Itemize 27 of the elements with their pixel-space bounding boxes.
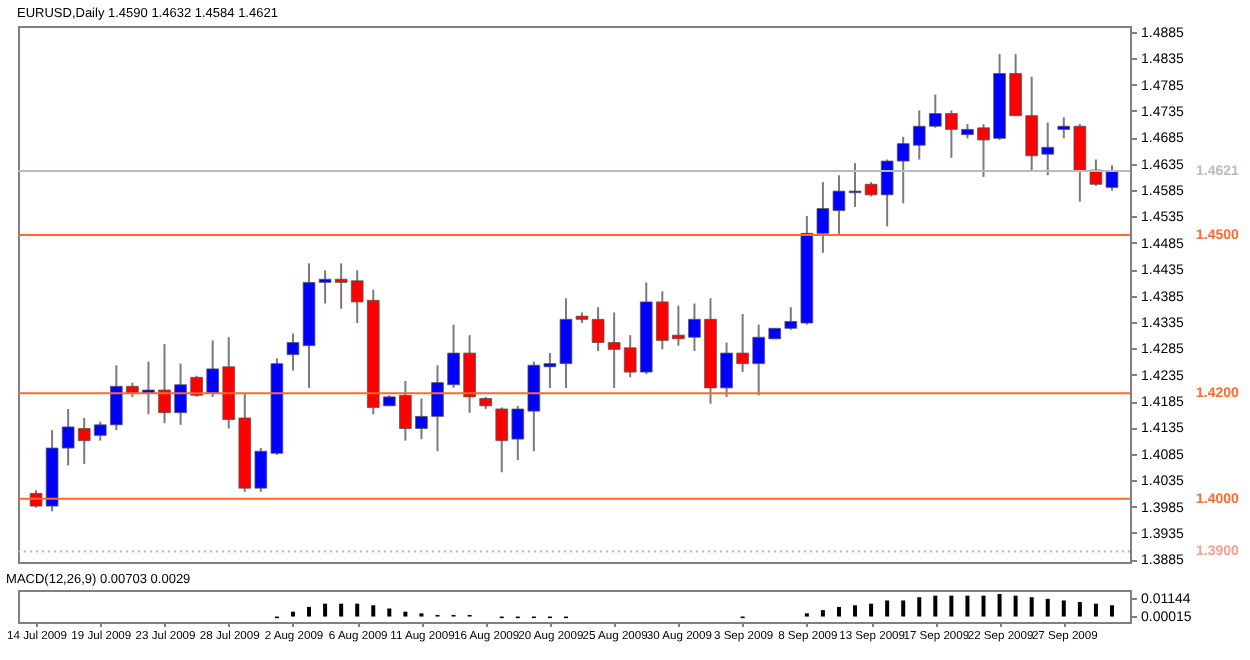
bar bbox=[1093, 603, 1098, 617]
bar bbox=[1061, 600, 1066, 617]
bar bbox=[997, 594, 1002, 617]
bar bbox=[1013, 595, 1018, 617]
bar bbox=[965, 595, 970, 617]
bar bbox=[853, 605, 858, 617]
bar bbox=[339, 603, 344, 617]
bar bbox=[355, 603, 360, 617]
bar bbox=[933, 595, 938, 617]
bar bbox=[403, 611, 408, 617]
bar bbox=[371, 605, 376, 617]
bar bbox=[1077, 602, 1082, 617]
bar bbox=[1109, 605, 1114, 617]
bar bbox=[949, 595, 954, 617]
bar bbox=[885, 600, 890, 617]
bar bbox=[307, 606, 312, 617]
bar bbox=[981, 595, 986, 617]
bar bbox=[820, 610, 825, 617]
bar bbox=[869, 603, 874, 617]
bar bbox=[387, 608, 392, 617]
bar bbox=[323, 603, 328, 617]
bar bbox=[290, 611, 295, 617]
bar bbox=[901, 600, 906, 617]
bar bbox=[1029, 597, 1034, 617]
bar bbox=[836, 606, 841, 617]
bar bbox=[917, 597, 922, 617]
bar bbox=[1045, 598, 1050, 617]
